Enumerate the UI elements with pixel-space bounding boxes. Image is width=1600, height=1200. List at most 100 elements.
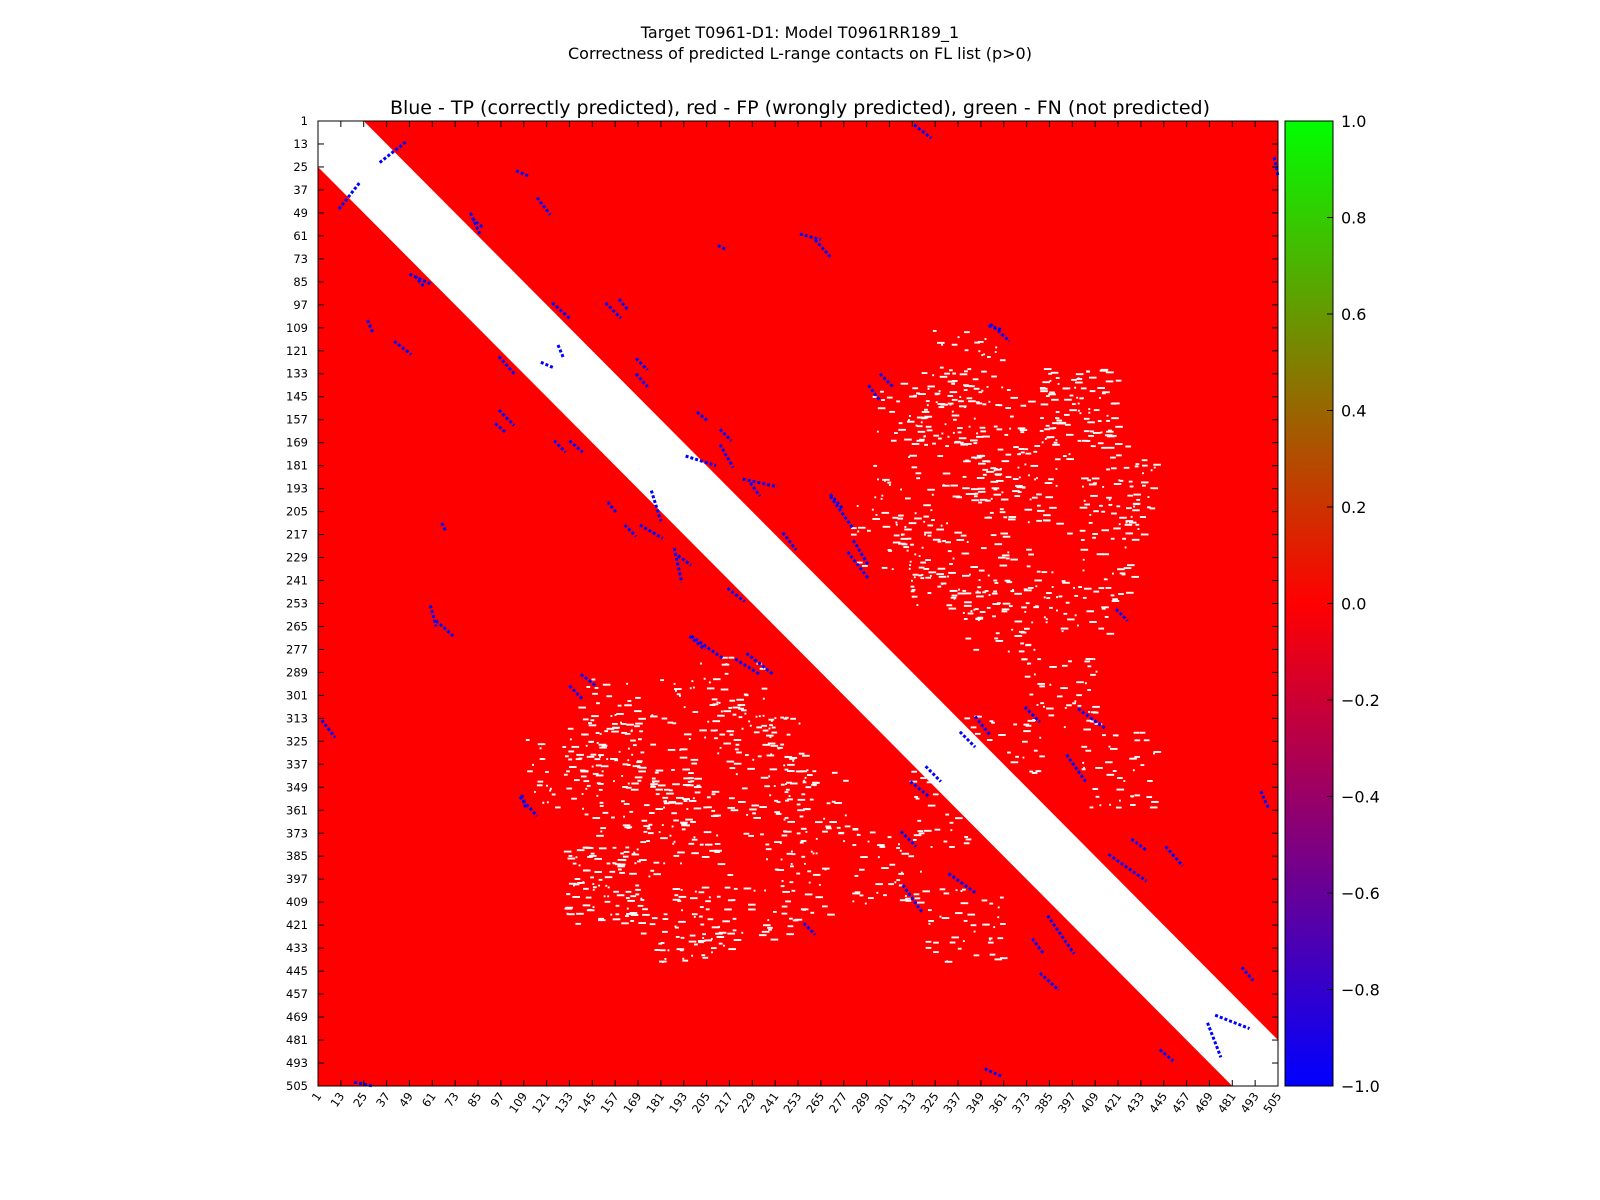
- empty-cell: [874, 496, 877, 499]
- colorbar-tick-label: −0.8: [1341, 981, 1380, 1000]
- empty-cell: [635, 888, 641, 891]
- empty-cell: [1121, 573, 1126, 576]
- empty-cell: [637, 904, 644, 907]
- empty-cell: [659, 949, 666, 952]
- empty-cell: [639, 766, 647, 769]
- empty-cell: [1021, 486, 1026, 489]
- empty-cell: [1048, 478, 1054, 481]
- empty-cell: [1106, 419, 1110, 422]
- y-tick-label: 373: [286, 826, 308, 840]
- empty-cell: [1092, 705, 1100, 708]
- empty-cell: [927, 592, 932, 594]
- empty-cell: [978, 569, 985, 572]
- tp-contact: [606, 501, 619, 515]
- empty-cell: [1131, 575, 1140, 578]
- empty-cell: [998, 787, 1003, 790]
- empty-cell: [631, 853, 640, 856]
- empty-cell: [768, 727, 771, 730]
- empty-cell: [635, 893, 640, 896]
- empty-cell: [920, 870, 922, 873]
- empty-cell: [1093, 590, 1100, 593]
- empty-cell: [1007, 751, 1011, 754]
- empty-cell: [618, 750, 621, 753]
- empty-cell: [970, 610, 973, 613]
- empty-cell: [809, 798, 814, 801]
- empty-cell: [989, 953, 996, 956]
- empty-cell: [642, 908, 648, 911]
- empty-cell: [999, 957, 1008, 960]
- empty-cell: [1043, 368, 1052, 371]
- empty-cell: [1033, 648, 1036, 651]
- empty-cell: [713, 814, 722, 817]
- empty-cell: [741, 931, 744, 934]
- empty-cell: [1115, 379, 1122, 382]
- empty-cell: [674, 925, 677, 928]
- empty-cell: [686, 808, 689, 810]
- empty-cell: [1069, 409, 1077, 412]
- empty-cell: [1017, 491, 1022, 494]
- empty-cell: [630, 788, 639, 791]
- x-tick-label: 289: [849, 1090, 873, 1116]
- empty-cell: [974, 608, 979, 611]
- empty-cell: [1119, 479, 1124, 482]
- empty-cell: [949, 941, 956, 944]
- empty-cell: [843, 840, 846, 843]
- empty-cell: [1152, 487, 1159, 490]
- empty-cell: [784, 816, 789, 819]
- empty-cell: [900, 382, 909, 385]
- empty-cell: [968, 732, 973, 735]
- empty-cell: [1097, 442, 1104, 445]
- empty-cell: [588, 722, 592, 725]
- empty-cell: [952, 495, 961, 498]
- empty-cell: [821, 905, 828, 908]
- empty-cell: [954, 531, 962, 534]
- empty-cell: [575, 856, 578, 859]
- empty-cell: [1055, 417, 1060, 420]
- empty-cell: [652, 781, 655, 784]
- empty-cell: [1074, 594, 1079, 597]
- empty-cell: [1006, 581, 1013, 584]
- empty-cell: [664, 958, 667, 960]
- empty-cell: [727, 899, 734, 902]
- empty-cell: [743, 887, 752, 890]
- empty-cell: [917, 430, 926, 433]
- tp-contact: [1046, 914, 1076, 955]
- empty-cell: [1036, 504, 1041, 507]
- empty-cell: [1033, 749, 1038, 752]
- empty-cell: [912, 838, 917, 841]
- empty-cell: [949, 369, 953, 372]
- empty-cell: [598, 788, 603, 791]
- empty-cell: [1083, 587, 1092, 590]
- empty-cell: [967, 368, 972, 371]
- tp-contact: [1206, 1022, 1223, 1058]
- y-tick-label: 1: [301, 114, 308, 128]
- empty-cell: [780, 783, 785, 786]
- empty-cell: [1150, 487, 1153, 490]
- empty-cell: [1117, 777, 1123, 779]
- empty-cell: [1117, 568, 1125, 571]
- empty-cell: [910, 590, 915, 593]
- empty-cell: [1090, 720, 1097, 723]
- tp-contact: [337, 181, 362, 210]
- empty-cell: [961, 552, 970, 555]
- empty-cell: [1049, 606, 1053, 609]
- empty-cell: [691, 954, 694, 957]
- empty-cell: [539, 747, 542, 750]
- empty-cell: [693, 786, 702, 789]
- empty-cell: [948, 607, 957, 610]
- empty-cell: [829, 821, 837, 823]
- empty-cell: [890, 439, 897, 442]
- empty-cell: [1087, 421, 1095, 424]
- colorbar-tick-label: −0.6: [1341, 884, 1380, 903]
- empty-cell: [994, 637, 999, 640]
- empty-cell: [983, 353, 986, 356]
- empty-cell: [799, 841, 804, 844]
- empty-cell: [1042, 381, 1051, 384]
- empty-cell: [964, 717, 971, 720]
- empty-cell: [691, 762, 698, 765]
- empty-cell: [972, 378, 979, 381]
- empty-cell: [894, 881, 897, 884]
- empty-cell: [784, 791, 789, 794]
- empty-cell: [698, 941, 704, 944]
- empty-cell: [625, 786, 632, 789]
